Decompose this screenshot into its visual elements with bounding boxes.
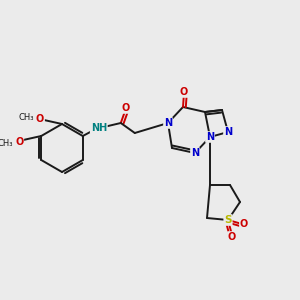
Text: O: O xyxy=(15,137,23,147)
Text: CH₃: CH₃ xyxy=(0,139,13,148)
Text: O: O xyxy=(122,103,130,113)
Text: O: O xyxy=(228,232,236,242)
Text: N: N xyxy=(206,132,214,142)
Text: CH₃: CH₃ xyxy=(18,113,34,122)
Text: N: N xyxy=(164,118,172,128)
Text: NH: NH xyxy=(91,123,107,133)
Text: N: N xyxy=(224,127,232,137)
Text: N: N xyxy=(191,148,199,158)
Text: O: O xyxy=(180,87,188,97)
Text: O: O xyxy=(36,114,44,124)
Text: O: O xyxy=(240,219,248,229)
Text: S: S xyxy=(224,215,232,225)
